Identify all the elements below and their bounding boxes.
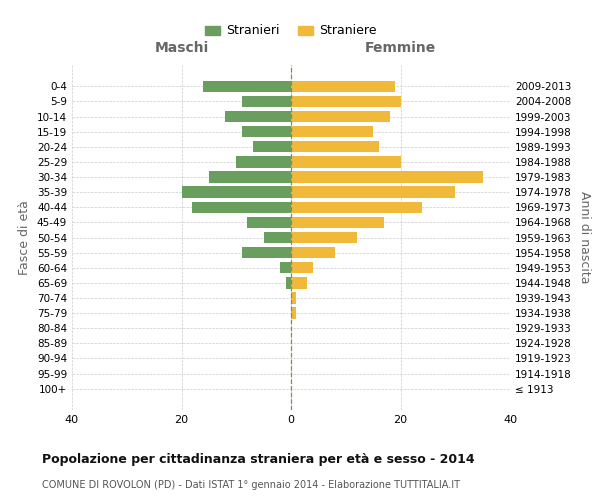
Text: Femmine: Femmine — [365, 40, 436, 54]
Bar — [247, 216, 291, 228]
Bar — [291, 292, 296, 304]
Text: Maschi: Maschi — [154, 40, 209, 54]
Bar — [291, 262, 313, 274]
Bar — [263, 232, 291, 243]
Bar — [226, 111, 291, 122]
Y-axis label: Anni di nascita: Anni di nascita — [578, 191, 591, 284]
Bar — [291, 202, 422, 213]
Bar — [253, 141, 291, 152]
Y-axis label: Fasce di età: Fasce di età — [19, 200, 31, 275]
Bar — [182, 186, 291, 198]
Legend: Stranieri, Straniere: Stranieri, Straniere — [200, 20, 382, 42]
Bar — [291, 308, 296, 318]
Bar — [242, 96, 291, 107]
Text: Popolazione per cittadinanza straniera per età e sesso - 2014: Popolazione per cittadinanza straniera p… — [42, 452, 475, 466]
Bar — [291, 96, 401, 107]
Bar — [291, 186, 455, 198]
Bar — [236, 156, 291, 168]
Bar — [242, 126, 291, 138]
Bar — [193, 202, 291, 213]
Bar — [291, 80, 395, 92]
Bar — [291, 111, 389, 122]
Bar — [242, 247, 291, 258]
Bar — [291, 247, 335, 258]
Bar — [209, 172, 291, 182]
Bar — [280, 262, 291, 274]
Bar — [291, 232, 356, 243]
Bar — [291, 216, 384, 228]
Bar — [291, 172, 482, 182]
Bar — [291, 156, 401, 168]
Bar — [291, 126, 373, 138]
Bar — [291, 277, 307, 288]
Text: COMUNE DI ROVOLON (PD) - Dati ISTAT 1° gennaio 2014 - Elaborazione TUTTITALIA.IT: COMUNE DI ROVOLON (PD) - Dati ISTAT 1° g… — [42, 480, 460, 490]
Bar — [291, 141, 379, 152]
Bar — [203, 80, 291, 92]
Bar — [286, 277, 291, 288]
